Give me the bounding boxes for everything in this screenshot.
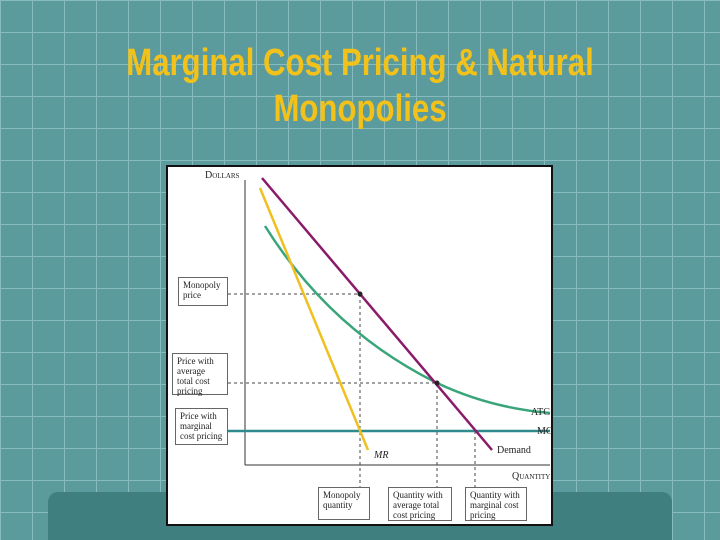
quantity-box: Monopoly quantity bbox=[318, 487, 370, 520]
curve-label: Demand bbox=[497, 445, 531, 456]
quantity-box: Quantity with average total cost pricing bbox=[388, 487, 452, 521]
curve-label: MC bbox=[537, 426, 553, 437]
x-axis-label: Quantity bbox=[512, 471, 551, 482]
title-line: Marginal Cost Pricing & Natural bbox=[126, 42, 594, 84]
price-box: Monopoly price bbox=[178, 277, 228, 306]
title-line: Monopolies bbox=[273, 88, 447, 130]
price-box: Price with marginal cost pricing bbox=[175, 408, 228, 445]
y-axis-label: Dollars bbox=[205, 170, 240, 181]
price-box: Price with average total cost pricing bbox=[172, 353, 228, 396]
curve-label: ATC bbox=[531, 407, 550, 418]
title: Marginal Cost Pricing & Natural Monopoli… bbox=[0, 40, 720, 132]
quantity-box: Quantity with marginal cost pricing bbox=[465, 487, 527, 521]
curve-label: MR bbox=[374, 450, 389, 461]
